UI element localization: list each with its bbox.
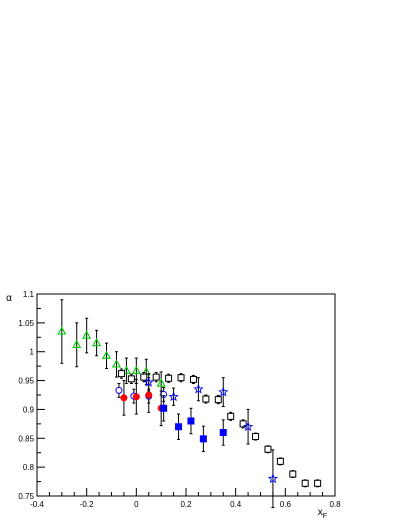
series-square-filled <box>160 395 227 453</box>
plot-frame <box>36 293 336 497</box>
triangle-marker <box>72 339 82 348</box>
square-marker <box>289 470 297 478</box>
star-marker <box>242 421 254 432</box>
triangle-marker <box>102 350 112 359</box>
data-series <box>57 299 322 509</box>
square-marker <box>264 445 272 453</box>
y-tick-label: 0.95 <box>18 377 34 386</box>
square-marker <box>252 433 260 441</box>
x-axis-label: xF <box>318 507 327 520</box>
square-marker <box>189 375 197 383</box>
star-marker <box>267 473 279 484</box>
square-marker <box>202 395 210 403</box>
series-triangle-open <box>57 299 166 396</box>
square-marker <box>227 412 235 420</box>
y-tick-label: 1 <box>30 348 35 357</box>
square-marker <box>140 373 148 381</box>
filled-square-marker <box>199 435 207 443</box>
star-marker <box>193 383 204 394</box>
square-marker <box>165 374 173 382</box>
square-marker <box>239 420 247 428</box>
y-axis-ticks <box>37 293 45 497</box>
square-marker <box>214 396 222 404</box>
triangle-marker <box>111 359 121 368</box>
triangle-marker <box>92 337 102 347</box>
filled-circle-marker <box>120 394 128 402</box>
y-tick-label: 0.75 <box>18 492 34 501</box>
star-marker <box>168 391 179 402</box>
x-tick-label: 0.6 <box>280 500 292 509</box>
x-tick-label: -0.2 <box>80 500 94 509</box>
y-axis-tick-labels: 0.75 0.8 0.85 0.9 0.95 1 1.05 1.1 <box>18 290 34 501</box>
y-tick-label: 1.05 <box>18 319 34 328</box>
square-marker <box>152 373 160 381</box>
x-tick-label: 0.4 <box>230 500 242 509</box>
square-marker <box>177 374 185 382</box>
filled-circle-marker <box>145 391 153 399</box>
square-marker <box>276 457 284 465</box>
x-tick-label: 0.2 <box>180 500 192 509</box>
series-star-open <box>143 373 279 509</box>
y-tick-label: 0.9 <box>23 405 35 414</box>
y-tick-label: 0.85 <box>18 434 34 443</box>
x-tick-label: 0 <box>134 500 139 509</box>
x-axis-label-subscript: F <box>323 513 327 520</box>
triangle-marker <box>156 378 166 387</box>
circle-marker <box>115 386 123 394</box>
star-marker <box>218 386 229 397</box>
filled-square-marker <box>187 417 195 425</box>
y-tick-label: 1.1 <box>23 290 35 299</box>
y-tick-label: 0.8 <box>23 463 35 472</box>
filled-square-marker <box>160 404 168 412</box>
filled-circle-marker <box>132 393 140 401</box>
triangle-marker <box>57 326 67 335</box>
star-marker <box>143 376 154 387</box>
x-axis-tick-labels: -0.4 -0.2 0 0.2 0.4 0.6 0.8 <box>30 500 341 509</box>
x-tick-label: 0.8 <box>329 500 341 509</box>
square-marker <box>314 479 322 487</box>
triangle-marker <box>121 365 131 374</box>
square-marker <box>127 375 135 383</box>
filled-square-marker <box>219 429 227 437</box>
square-marker <box>117 370 125 378</box>
x-tick-label: -0.4 <box>30 500 44 509</box>
triangle-marker <box>82 330 92 339</box>
x-axis-ticks <box>36 488 336 496</box>
x-axis-label-main: x <box>318 507 323 518</box>
triangle-marker <box>131 365 141 374</box>
filled-square-marker <box>175 423 183 431</box>
square-marker <box>301 479 309 487</box>
y-axis-label: α <box>6 293 12 304</box>
series-square-open <box>117 368 322 488</box>
